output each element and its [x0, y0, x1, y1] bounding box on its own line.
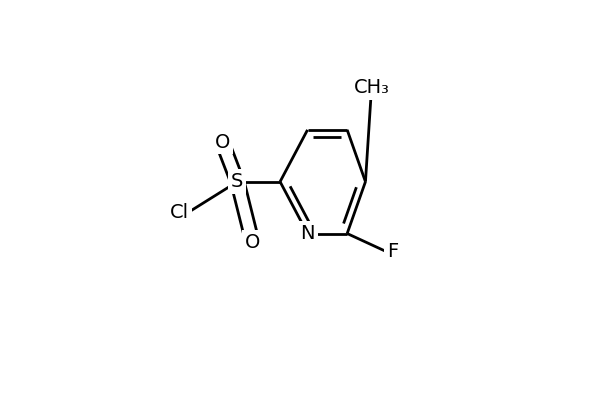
Text: S: S — [231, 172, 244, 191]
Text: F: F — [387, 242, 398, 261]
Text: Cl: Cl — [170, 203, 188, 222]
Text: CH₃: CH₃ — [354, 78, 390, 97]
Text: O: O — [245, 233, 261, 252]
Text: O: O — [215, 133, 230, 152]
Text: N: N — [301, 224, 315, 243]
